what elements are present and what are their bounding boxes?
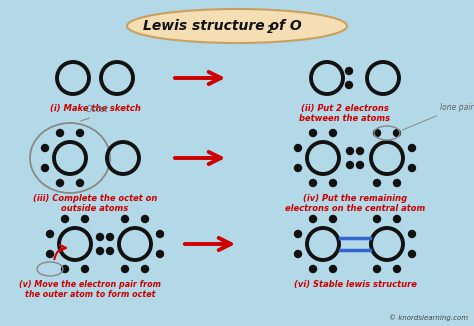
Circle shape (409, 144, 416, 152)
Text: lone pair: lone pair (402, 103, 474, 130)
Text: 2: 2 (266, 25, 273, 35)
Circle shape (409, 230, 416, 238)
Circle shape (42, 144, 48, 152)
Circle shape (329, 129, 337, 137)
Circle shape (409, 250, 416, 258)
Circle shape (346, 147, 354, 155)
Circle shape (121, 215, 128, 223)
Circle shape (346, 67, 353, 75)
Circle shape (46, 250, 54, 258)
Circle shape (346, 82, 353, 88)
Text: (v) Move the electron pair from
the outer atom to form octet: (v) Move the electron pair from the oute… (19, 280, 161, 299)
Circle shape (374, 129, 381, 137)
Circle shape (82, 265, 89, 273)
Circle shape (56, 180, 64, 186)
Circle shape (356, 147, 364, 155)
Text: (ii) Put 2 electrons
between the atoms: (ii) Put 2 electrons between the atoms (300, 104, 391, 124)
Text: © knordslearning.com: © knordslearning.com (389, 314, 468, 321)
Circle shape (62, 215, 69, 223)
Circle shape (97, 247, 103, 255)
Circle shape (329, 265, 337, 273)
Ellipse shape (127, 9, 347, 43)
Circle shape (310, 215, 317, 223)
Circle shape (82, 215, 89, 223)
Circle shape (393, 265, 401, 273)
Circle shape (310, 265, 317, 273)
Circle shape (329, 215, 337, 223)
Circle shape (107, 233, 113, 241)
Text: (i) Make the sketch: (i) Make the sketch (50, 104, 140, 113)
Circle shape (374, 265, 381, 273)
Circle shape (62, 265, 69, 273)
Circle shape (356, 161, 364, 169)
Circle shape (156, 250, 164, 258)
Text: Octet: Octet (86, 105, 109, 114)
Circle shape (393, 180, 401, 186)
Circle shape (97, 233, 103, 241)
Circle shape (56, 129, 64, 137)
Circle shape (329, 180, 337, 186)
Circle shape (409, 165, 416, 171)
Circle shape (374, 180, 381, 186)
Circle shape (46, 230, 54, 238)
Circle shape (294, 250, 301, 258)
Circle shape (294, 230, 301, 238)
Circle shape (156, 230, 164, 238)
Text: (iv) Put the remaining
electrons on the central atom: (iv) Put the remaining electrons on the … (285, 194, 425, 214)
Circle shape (76, 180, 83, 186)
Circle shape (76, 129, 83, 137)
Circle shape (142, 215, 148, 223)
Circle shape (374, 215, 381, 223)
Circle shape (310, 180, 317, 186)
Text: (vi) Stable lewis structure: (vi) Stable lewis structure (293, 280, 417, 289)
Circle shape (294, 144, 301, 152)
Text: (iii) Complete the octet on
outside atoms: (iii) Complete the octet on outside atom… (33, 194, 157, 214)
Circle shape (294, 165, 301, 171)
Text: Lewis structure of O: Lewis structure of O (143, 19, 301, 33)
Circle shape (121, 265, 128, 273)
Circle shape (107, 247, 113, 255)
Circle shape (346, 161, 354, 169)
Circle shape (393, 129, 401, 137)
Circle shape (142, 265, 148, 273)
Circle shape (42, 165, 48, 171)
Circle shape (393, 215, 401, 223)
Circle shape (310, 129, 317, 137)
